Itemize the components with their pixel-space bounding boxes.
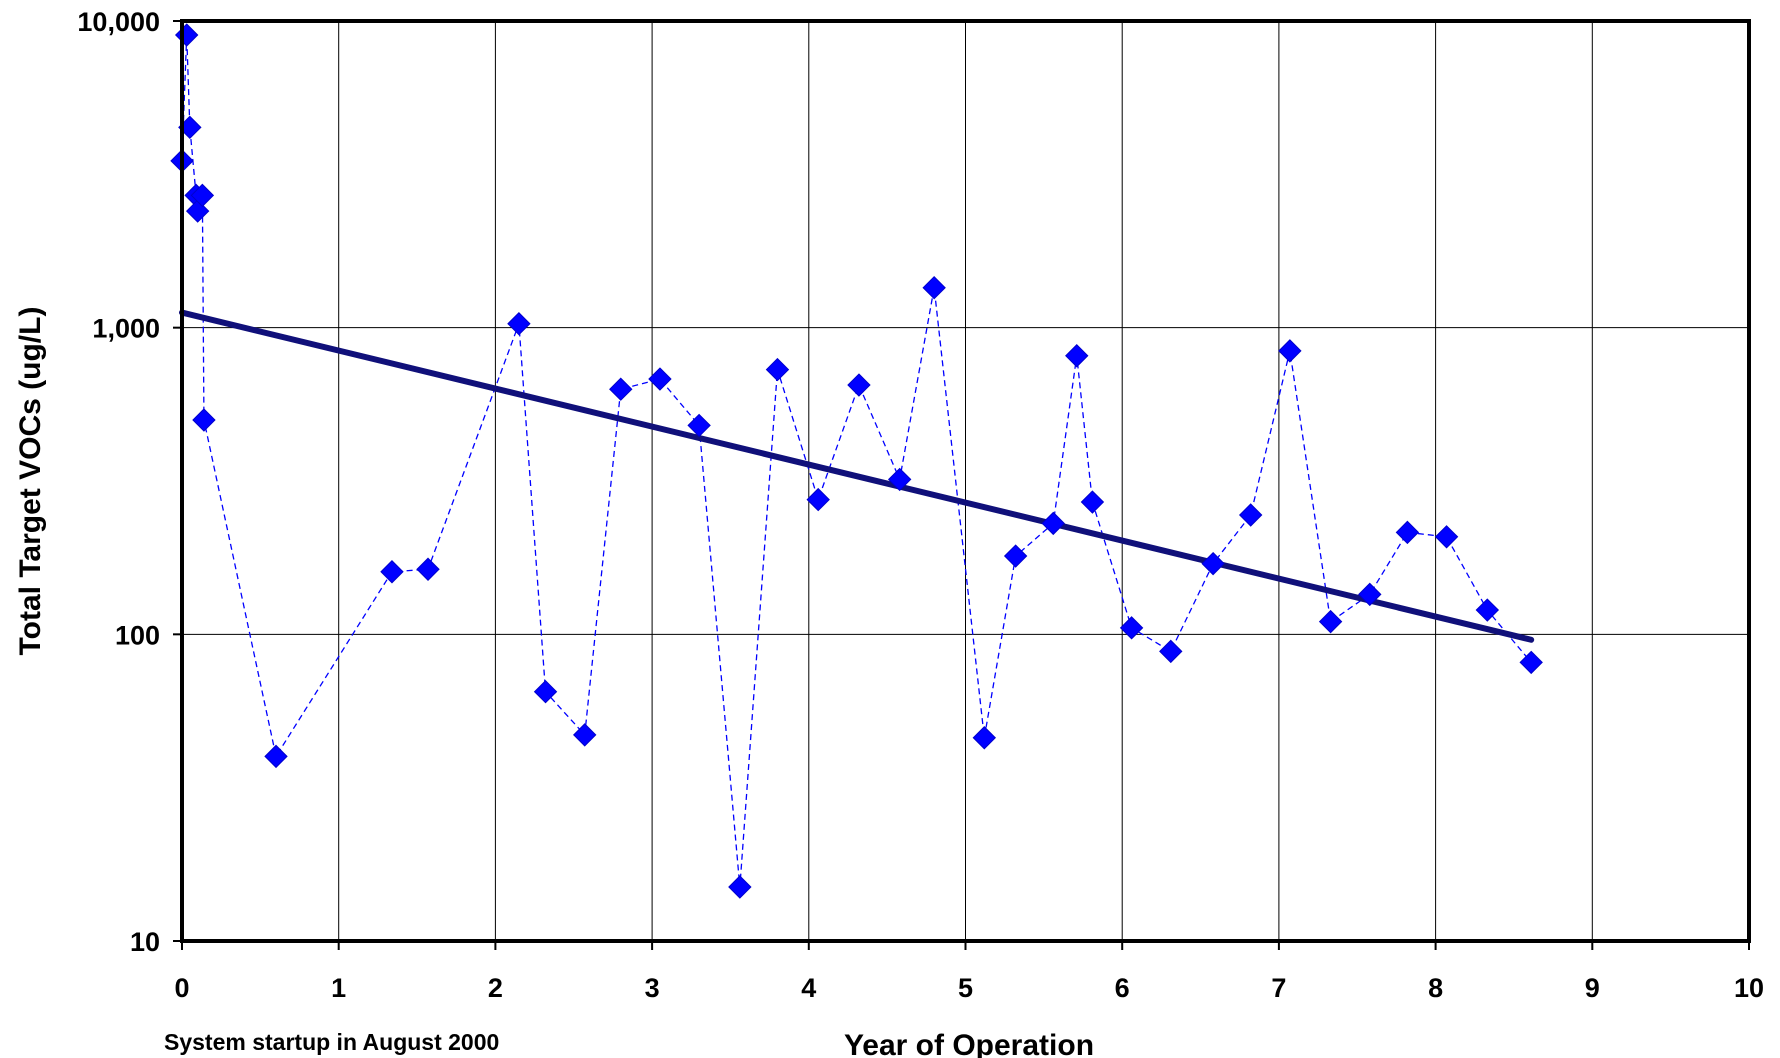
data-point xyxy=(1318,609,1343,634)
x-tick-label: 2 xyxy=(488,973,503,1003)
data-point xyxy=(648,367,672,391)
x-tick-label: 6 xyxy=(1115,973,1130,1003)
data-point xyxy=(728,875,752,899)
data-point xyxy=(380,560,404,584)
data-point xyxy=(1519,650,1543,675)
data-point xyxy=(1003,544,1028,568)
data-point xyxy=(1475,598,1500,622)
data-point xyxy=(609,377,633,401)
data-point xyxy=(1358,582,1382,607)
trend-line xyxy=(179,309,1535,643)
data-point xyxy=(573,723,597,747)
data-point xyxy=(972,726,997,750)
data-point xyxy=(1080,490,1105,514)
data-point xyxy=(1119,616,1144,640)
data-point xyxy=(806,487,830,512)
data-point xyxy=(1201,551,1225,576)
data-point xyxy=(1065,344,1089,368)
data-point xyxy=(1238,503,1263,527)
x-tick-label: 8 xyxy=(1428,973,1443,1003)
y-tick-label: 10 xyxy=(130,927,160,957)
x-tick-label: 5 xyxy=(958,973,973,1003)
plot-frame xyxy=(180,19,1751,943)
y-tick-label: 10,000 xyxy=(77,7,160,37)
x-tick-label: 9 xyxy=(1585,973,1600,1003)
startup-note: System startup in August 2000 xyxy=(164,1029,499,1055)
y-tick-label: 100 xyxy=(115,620,160,650)
y-axis-title: Total Target VOCs (ug/L) xyxy=(14,307,47,656)
data-point xyxy=(1159,639,1183,664)
x-axis-title: Year of Operation xyxy=(844,1029,1094,1058)
data-point xyxy=(264,744,288,769)
data-connector-line xyxy=(181,35,1532,888)
data-point xyxy=(533,679,558,704)
x-tick-label: 0 xyxy=(174,973,189,1003)
data-series xyxy=(170,23,1543,899)
x-tick-label: 7 xyxy=(1271,973,1286,1003)
data-point xyxy=(507,312,531,336)
data-point xyxy=(887,467,912,492)
data-point xyxy=(1434,525,1459,549)
data-point xyxy=(687,413,711,438)
tick-labels: 0 1 2 3 4 5 6 7 8 9 10 10 100 1,000 10,000 xyxy=(77,7,1764,1003)
x-tick-label: 3 xyxy=(645,973,660,1003)
data-point xyxy=(1395,520,1420,545)
data-point xyxy=(190,183,215,208)
x-tick-label: 1 xyxy=(331,973,346,1003)
x-tick-label: 4 xyxy=(801,973,816,1003)
data-point xyxy=(847,373,871,397)
x-tick-label: 10 xyxy=(1734,973,1764,1003)
data-point xyxy=(765,357,790,382)
data-point xyxy=(416,557,440,581)
data-point xyxy=(1278,339,1302,363)
data-point xyxy=(1041,511,1065,536)
data-point xyxy=(922,275,946,300)
y-tick-label: 1,000 xyxy=(92,314,160,344)
data-point xyxy=(192,408,216,432)
